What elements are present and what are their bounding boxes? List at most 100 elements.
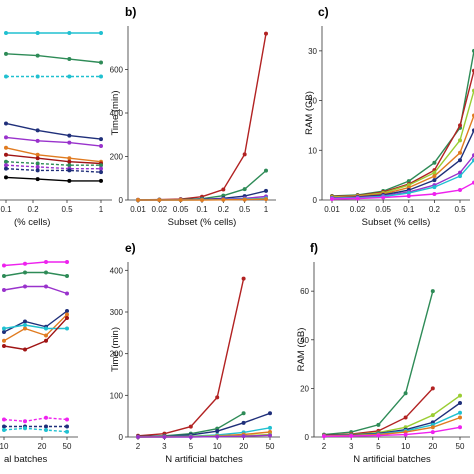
x-tick-label: 20 — [428, 442, 437, 451]
x-tick-label: 1 — [99, 205, 104, 214]
series-line — [331, 90, 474, 198]
data-point — [67, 168, 72, 173]
y-tick-label: 10 — [308, 146, 317, 155]
panel-label: f) — [310, 241, 318, 255]
data-point — [221, 187, 226, 192]
data-point — [35, 164, 40, 169]
data-point — [23, 326, 27, 331]
x-tick-label: 0.5 — [61, 205, 73, 214]
data-point — [65, 429, 69, 434]
data-point — [67, 74, 72, 79]
x-tick-label: 0.5 — [454, 205, 466, 214]
data-point — [4, 175, 8, 180]
data-point — [458, 123, 462, 128]
x-tick-label: 0.02 — [350, 205, 366, 214]
series-line — [5, 164, 101, 170]
data-point — [23, 419, 27, 424]
data-point — [2, 326, 6, 331]
data-point — [458, 138, 462, 143]
series-line — [331, 50, 474, 197]
data-point — [44, 326, 48, 331]
data-point — [215, 429, 220, 434]
y-tick-label: 200 — [110, 350, 124, 359]
data-point — [242, 197, 247, 202]
y-tick-label: 300 — [110, 308, 124, 317]
panel-c: 0.01 0.02 0.05 0.1 0.2 0.5 0 10 20 30 Subset (% ce… — [304, 5, 474, 228]
data-point — [23, 284, 27, 289]
data-point — [349, 434, 354, 439]
data-point — [23, 319, 27, 324]
data-point — [35, 30, 40, 35]
data-point — [406, 194, 411, 199]
data-point — [99, 144, 103, 149]
data-point — [65, 291, 69, 296]
panel-label: e) — [125, 241, 136, 255]
data-point — [458, 410, 462, 415]
data-point — [376, 422, 381, 427]
data-point — [65, 312, 69, 317]
x-tick-label: 0.1 — [403, 205, 415, 214]
data-point — [200, 198, 204, 202]
data-point — [268, 433, 272, 438]
x-axis-title: Subset (% cells) — [168, 217, 237, 228]
panel-label: c) — [318, 5, 329, 19]
x-tick-label: 50 — [266, 442, 275, 451]
data-point — [215, 395, 220, 400]
data-point — [188, 424, 193, 429]
data-point — [2, 274, 6, 278]
data-point — [35, 177, 40, 182]
x-tick-label: 3 — [349, 442, 354, 451]
y-tick-label: 20 — [300, 384, 309, 393]
data-point — [430, 430, 435, 435]
data-point — [99, 137, 103, 142]
data-point — [99, 178, 103, 183]
x-tick-label: 0.2 — [27, 205, 39, 214]
data-point — [432, 192, 437, 197]
series-line — [3, 261, 67, 267]
data-point — [458, 425, 462, 430]
data-point — [264, 168, 268, 173]
series-line — [3, 285, 68, 295]
data-point — [432, 185, 437, 190]
data-point — [242, 152, 247, 157]
series-line — [3, 314, 68, 342]
y-tick-label: 0 — [119, 433, 124, 442]
x-tick-label: 0.5 — [239, 205, 251, 214]
data-point — [67, 140, 72, 145]
data-point — [67, 156, 72, 161]
data-point — [268, 425, 272, 430]
series-line — [331, 70, 474, 198]
x-tick-label: 0.01 — [130, 205, 146, 214]
series-line — [5, 122, 102, 140]
data-point — [23, 261, 27, 266]
x-tick-label: 0.05 — [173, 205, 189, 214]
x-tick-label: 0.1 — [0, 205, 12, 214]
y-axis-title: RAM (GB) — [296, 328, 307, 372]
x-tick-label: 20 — [239, 442, 248, 451]
data-point — [35, 152, 40, 157]
data-point — [23, 323, 27, 327]
data-point — [4, 152, 8, 157]
series-line — [5, 161, 101, 166]
data-point — [35, 156, 40, 161]
data-point — [44, 260, 48, 264]
data-point — [67, 178, 72, 183]
data-point — [99, 170, 103, 175]
x-tick-label: 0.02 — [152, 205, 168, 214]
data-point — [406, 191, 411, 196]
panel-e: 2 3 5 10 20 50 0 100 200 300 400 N artificial batch… — [110, 241, 280, 465]
data-point — [458, 174, 462, 179]
data-point — [44, 424, 48, 429]
series-line — [3, 317, 68, 351]
series-line — [331, 130, 474, 199]
data-point — [4, 74, 8, 79]
data-point — [67, 163, 72, 168]
data-point — [157, 198, 162, 202]
data-point — [67, 133, 72, 138]
y-tick-label: 0 — [313, 196, 318, 205]
data-point — [458, 170, 462, 175]
data-point — [241, 434, 246, 439]
data-point — [2, 428, 6, 432]
x-tick-label: 50 — [63, 442, 72, 451]
